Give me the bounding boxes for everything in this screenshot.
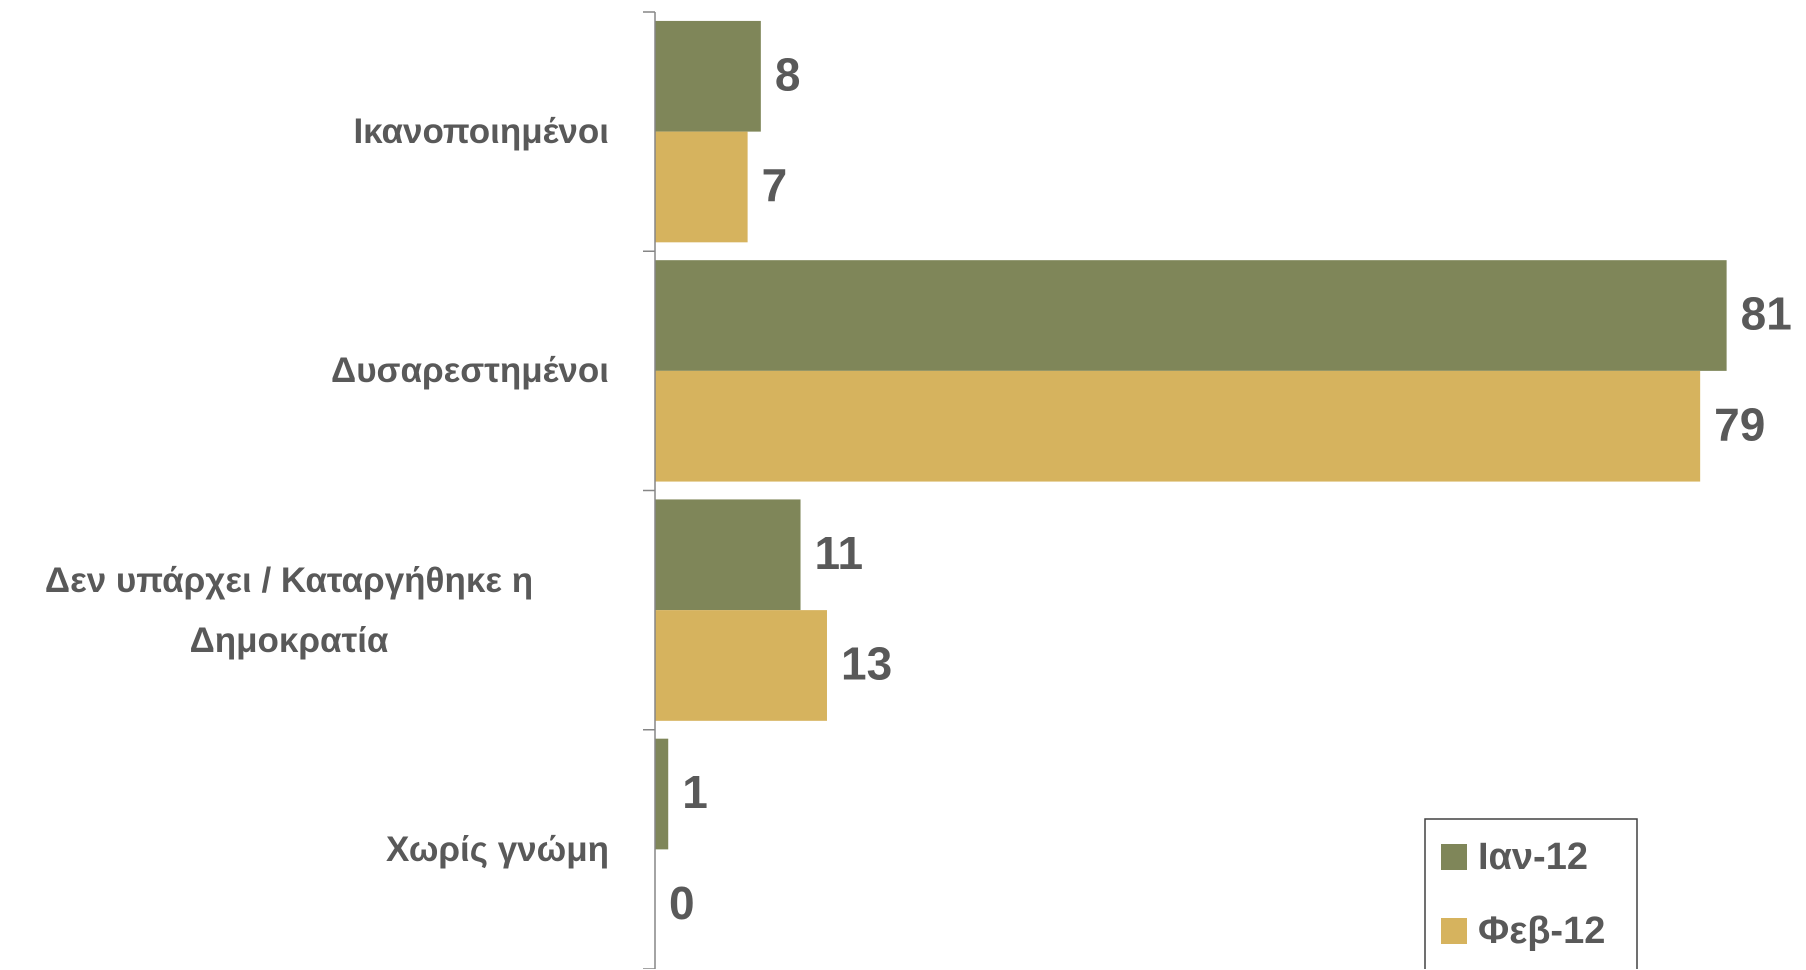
category-label-box: Δυσαρεστημένοι xyxy=(0,251,609,491)
category-label-box: Δεν υπάρχει / Καταργήθηκε η Δημοκρατία xyxy=(0,491,609,731)
value-label: 7 xyxy=(762,159,788,211)
value-label: 1 xyxy=(682,766,708,818)
legend-swatch xyxy=(1441,844,1467,870)
value-label: 0 xyxy=(669,877,695,929)
bar xyxy=(655,370,1701,482)
category-label: Δεν υπάρχει / Καταργήθηκε η Δημοκρατία xyxy=(44,560,534,660)
category-label: Χωρίς γνώμη xyxy=(385,829,609,869)
category-label: Ικανοποιημένοι xyxy=(353,112,609,151)
value-label: 79 xyxy=(1714,398,1765,450)
bar xyxy=(655,131,748,243)
bar xyxy=(655,738,669,850)
category-label-box: Χωρίς γνώμη xyxy=(0,730,609,970)
bar xyxy=(655,20,761,132)
bar xyxy=(655,610,827,721)
value-label: 13 xyxy=(841,638,892,690)
category-label: Δυσαρεστημένοι xyxy=(331,351,609,391)
bar xyxy=(655,499,801,611)
value-label: 81 xyxy=(1741,288,1792,340)
category-label-box: Ικανοποιημένοι xyxy=(0,12,609,252)
bar xyxy=(655,260,1727,371)
legend: Ιαν-12 Φεβ-12 xyxy=(1424,818,1638,969)
value-label: 8 xyxy=(775,48,801,100)
legend-label: Ιαν-12 xyxy=(1478,836,1588,878)
value-label: 11 xyxy=(815,527,864,579)
legend-label: Φεβ-12 xyxy=(1478,910,1605,952)
legend-swatch xyxy=(1441,918,1467,944)
